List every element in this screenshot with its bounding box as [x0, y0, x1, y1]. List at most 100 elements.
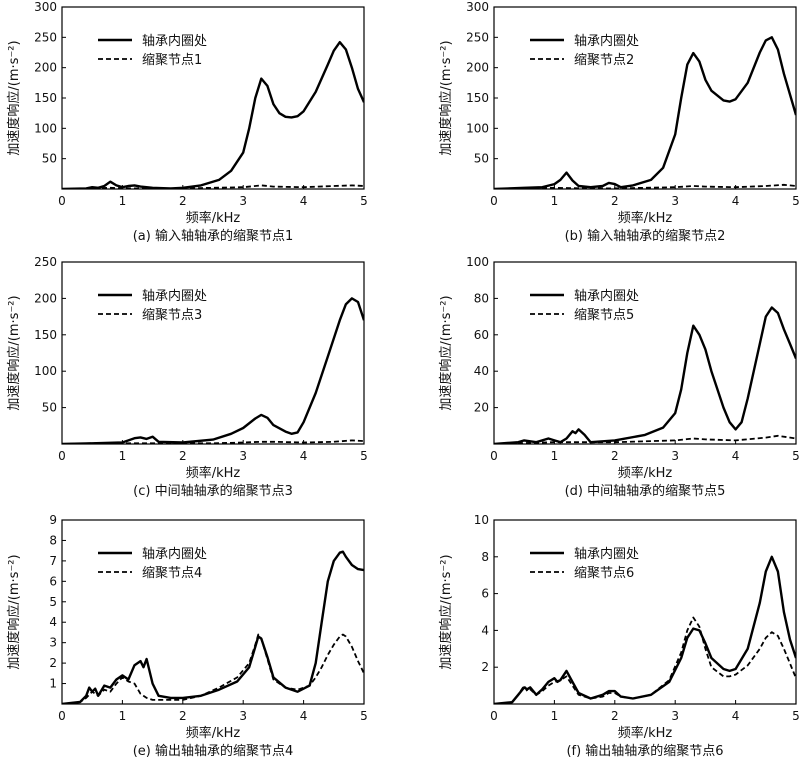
x-tick-label: 0: [490, 449, 498, 463]
chart-panels: 0 1 2 3 4 550100150200250300频率/kHz加速度响应/(m·s⁻…: [6, 0, 800, 759]
series-line-inner-ring: [62, 297, 364, 444]
x-tick-label: 3: [671, 449, 679, 463]
x-tick-label: 4: [732, 709, 740, 723]
y-tick-label: 200: [34, 291, 57, 305]
series-line-inner-ring: [494, 36, 796, 189]
x-tick-label: 5: [360, 194, 368, 208]
legend-label: 缩聚节点4: [142, 565, 202, 581]
x-tick-label: 0: [490, 194, 498, 208]
y-tick-label: 6: [481, 587, 489, 601]
y-tick-label: 3: [49, 636, 57, 650]
x-tick-label: 3: [671, 194, 679, 208]
panel-caption: (e) 输出轴轴承的缩聚节点4: [133, 743, 294, 759]
x-tick-label: 2: [611, 449, 619, 463]
y-tick-label: 8: [481, 550, 489, 564]
x-axis-title: 频率/kHz: [618, 210, 673, 226]
y-axis-title: 加速度响应/(m·s⁻²): [438, 295, 454, 410]
chart-panel-3: 0 1 2 3 4 5 50 100 150 200 250 频率/kHz 加速度响应/(m·s⁻²) (…: [6, 255, 368, 499]
x-tick-label: 4: [300, 709, 308, 723]
x-tick-label: 1: [551, 709, 559, 723]
y-tick-label: 4: [481, 623, 489, 637]
y-tick-label: 10: [474, 513, 489, 527]
x-tick-label: 1: [551, 449, 559, 463]
series-line-reduced-node: [62, 184, 364, 189]
chart-panel-5: 0 1 2 3 4 5 1 2 3 4 5 6 7 8 9 频率/kHz 加速度响应/(m·s⁻²) (e) 输出…: [6, 513, 368, 759]
y-tick-label: 50: [42, 152, 57, 166]
legend-label: 缩聚节点6: [574, 565, 634, 581]
plot-frame: [61, 261, 365, 445]
x-tick-label: 1: [119, 194, 127, 208]
plot-frame: [61, 519, 365, 705]
x-tick-label: 2: [611, 709, 619, 723]
series-line-reduced-node: [62, 633, 364, 704]
panel-caption: (f) 输出轴轴承的缩聚节点6: [566, 743, 723, 759]
x-tick-label: 5: [360, 449, 368, 463]
y-tick-label: 200: [466, 61, 489, 75]
y-tick-label: 300: [34, 0, 57, 14]
y-axis-title: 加速度响应/(m·s⁻²): [6, 554, 22, 669]
x-tick-label: 4: [300, 194, 308, 208]
legend-label: 轴承内圈处: [142, 33, 207, 49]
y-tick-label: 5: [49, 595, 57, 609]
y-tick-label: 6: [49, 574, 57, 588]
chart-panel-2: 0 1 2 3 4 5 50 100 150 200 250 300 频率/kHz 加速度响应/(m·s⁻…: [438, 0, 800, 244]
legend-label: 缩聚节点5: [574, 307, 634, 323]
x-tick-label: 2: [179, 709, 187, 723]
x-tick-label: 5: [360, 709, 368, 723]
y-tick-label: 100: [466, 255, 489, 269]
x-tick-label: 2: [179, 194, 187, 208]
series-line-reduced-node: [494, 183, 796, 189]
x-tick-label: 3: [239, 194, 247, 208]
y-tick-label: 150: [466, 91, 489, 105]
y-tick-label: 200: [34, 61, 57, 75]
x-tick-label: 4: [732, 449, 740, 463]
panel-caption: (d) 中间轴轴承的缩聚节点5: [565, 483, 726, 499]
panel-caption: (c) 中间轴轴承的缩聚节点3: [133, 483, 293, 499]
x-tick-label: 1: [551, 194, 559, 208]
series-line-reduced-node: [62, 439, 364, 444]
x-axis-title: 频率/kHz: [618, 465, 673, 481]
series-line-inner-ring: [62, 41, 364, 189]
panel-caption: (b) 输入轴轴承的缩聚节点2: [565, 228, 726, 244]
y-tick-label: 8: [49, 533, 57, 547]
x-tick-label: 3: [239, 709, 247, 723]
legend-label: 缩聚节点2: [574, 52, 634, 68]
y-tick-label: 150: [34, 91, 57, 105]
y-tick-label: 40: [474, 364, 489, 378]
x-tick-label: 0: [58, 709, 66, 723]
y-tick-label: 50: [42, 401, 57, 415]
y-tick-label: 9: [49, 513, 57, 527]
x-tick-label: 3: [671, 709, 679, 723]
y-tick-label: 4: [49, 615, 57, 629]
x-tick-label: 0: [58, 449, 66, 463]
x-tick-label: 1: [119, 449, 127, 463]
y-tick-label: 2: [49, 656, 57, 670]
panel-caption: (a) 输入轴轴承的缩聚节点1: [133, 228, 294, 244]
x-axis-title: 频率/kHz: [186, 465, 241, 481]
y-tick-label: 20: [474, 401, 489, 415]
y-axis-title: 加速度响应/(m·s⁻²): [6, 295, 22, 410]
y-tick-label: 80: [474, 291, 489, 305]
x-tick-label: 3: [239, 449, 247, 463]
plot-frame: [493, 519, 797, 705]
y-tick-label: 60: [474, 328, 489, 342]
x-tick-label: 2: [179, 449, 187, 463]
y-tick-label: 150: [34, 328, 57, 342]
x-tick-label: 0: [58, 194, 66, 208]
chart-panel-4: 0 1 2 3 4 5 20 40 60 80 100 频率/kHz 加速度响应/(m·s⁻²) (d) …: [438, 255, 800, 499]
y-tick-label: 50: [474, 152, 489, 166]
x-tick-label: 1: [119, 709, 127, 723]
y-tick-label: 100: [466, 121, 489, 135]
y-tick-label: 100: [34, 121, 57, 135]
legend-label: 轴承内圈处: [574, 288, 639, 304]
x-axis-title: 频率/kHz: [186, 725, 241, 741]
legend-label: 轴承内圈处: [574, 546, 639, 562]
chart-panel-1: 0 1 2 3 4 5 50 100 150 200 250 300 频率/kHz 加速度响应/(m·s⁻…: [6, 0, 368, 244]
legend-label: 轴承内圈处: [574, 33, 639, 49]
x-tick-label: 5: [792, 449, 800, 463]
x-tick-label: 2: [611, 194, 619, 208]
series-line-reduced-node: [494, 434, 796, 444]
x-axis-title: 频率/kHz: [618, 725, 673, 741]
